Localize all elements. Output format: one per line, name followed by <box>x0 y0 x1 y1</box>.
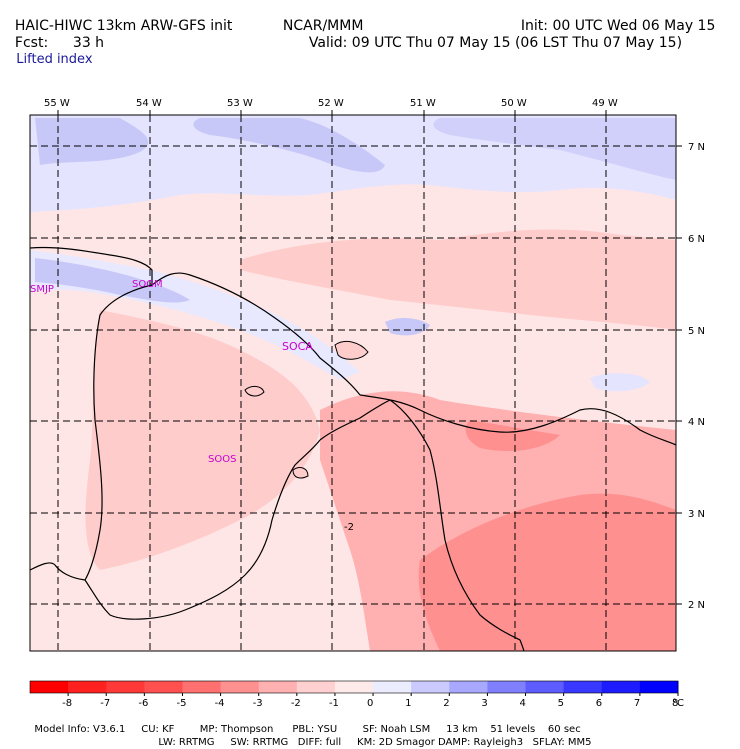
longitude-label: 52 W <box>318 98 344 109</box>
longitude-label: 55 W <box>44 98 70 109</box>
island-1 <box>334 341 369 360</box>
station-label: SOOS <box>208 454 236 465</box>
colorbar-tick-label: -3 <box>253 698 263 709</box>
station-label: SOGM <box>132 279 163 290</box>
forecast-hours: 33 h <box>72 35 105 51</box>
coastline-east <box>359 394 676 446</box>
init-time: Init: 00 UTC Wed 06 May 15 <box>520 18 716 34</box>
colorbar-swatch <box>296 681 336 693</box>
colorbar-swatch <box>144 681 183 693</box>
colorbar-swatch <box>487 681 527 693</box>
shade-pink-ocean <box>240 229 676 330</box>
colorbar-tick-label: 5 <box>558 698 564 709</box>
model-title: HAIC-HIWC 13km ARW-GFS init <box>14 18 233 34</box>
colorbar-swatch <box>639 681 679 693</box>
colorbar-swatch <box>411 681 450 693</box>
colorbar-tick-label: 2 <box>443 698 449 709</box>
shade-pink-land <box>85 310 320 570</box>
colorbar: -8 -7 -6 -5 -4 -3 -2 -1 0 1 2 3 4 5 6 7 8°C <box>29 680 684 709</box>
colorbar-swatch <box>601 681 641 693</box>
island-3 <box>292 467 309 479</box>
field-name: Lifted index <box>16 52 93 67</box>
valid-time: Valid: 09 UTC Thu 07 May 15 (06 LST Thu … <box>308 35 683 51</box>
colorbar-swatch <box>68 681 107 693</box>
graticule <box>30 110 682 651</box>
shade-red-core-2 <box>465 420 560 452</box>
colorbar-tick-label: -2 <box>291 698 301 709</box>
colorbar-frame <box>29 680 679 694</box>
colorbar-tick-label: -8 <box>62 698 72 709</box>
latitude-label: 6 N <box>688 234 705 245</box>
latitude-label: 7 N <box>688 142 705 153</box>
colorbar-tick-label: 8 <box>672 698 678 709</box>
island-2 <box>244 385 265 397</box>
model-info-line-2: LW: RRTMG SW: RRTMG DIFF: full KM: 2D Sm… <box>158 737 592 748</box>
coastline <box>30 246 361 396</box>
latitude-label: 3 N <box>688 509 705 520</box>
colorbar-tick-label: -7 <box>100 698 110 709</box>
longitude-label: 49 W <box>592 98 618 109</box>
latitude-label: 5 N <box>688 326 705 337</box>
shade-blue-north-strong <box>35 118 149 165</box>
shade-blue-mid <box>385 318 430 336</box>
shade-blue-north-strong-3 <box>433 118 676 180</box>
model-info-line-1: Model Info: V3.6.1 CU: KF MP: Thompson P… <box>34 724 581 735</box>
longitude-label: 54 W <box>136 98 162 109</box>
colorbar-swatch <box>525 681 565 693</box>
station-label: SMJP <box>30 284 54 295</box>
latitude-label: 2 N <box>688 600 705 611</box>
border-east <box>319 399 525 651</box>
colorbar-tick-label: 1 <box>405 698 411 709</box>
colorbar-tick-label: 6 <box>596 698 602 709</box>
colorbar-unit: °C <box>672 698 684 709</box>
latitude-label: 4 N <box>688 417 705 428</box>
colorbar-tick-label: 0 <box>367 698 373 709</box>
colorbar-swatch <box>30 681 69 693</box>
colorbar-swatch <box>563 681 603 693</box>
institute-label: NCAR/MMM <box>282 18 364 34</box>
colorbar-tick-label: 4 <box>520 698 526 709</box>
shade-red-core <box>418 493 676 651</box>
colorbar-swatch <box>106 681 145 693</box>
colorbar-tick-label: -5 <box>176 698 186 709</box>
map-frame <box>29 114 677 652</box>
shade-blue-coast-strong <box>35 258 190 303</box>
station-label: SOCA <box>282 340 313 353</box>
colorbar-swatch <box>373 681 412 693</box>
colorbar-tick-label: -6 <box>138 698 148 709</box>
colorbar-swatch <box>258 681 298 693</box>
contour-label: -2 <box>344 522 354 533</box>
longitude-label: 51 W <box>410 98 436 109</box>
colorbar-swatch <box>334 681 374 693</box>
shade-blue-east <box>590 373 650 392</box>
forecast-label: Fcst: <box>14 35 49 51</box>
colorbar-swatch <box>220 681 260 693</box>
colorbar-swatch <box>449 681 488 693</box>
colorbar-tick-label: -4 <box>215 698 225 709</box>
longitude-label: 50 W <box>501 98 527 109</box>
colorbar-swatch <box>182 681 222 693</box>
longitude-label: 53 W <box>227 98 253 109</box>
colorbar-tick-label: -1 <box>329 698 339 709</box>
colorbar-tick-label: 3 <box>481 698 487 709</box>
border-sw <box>30 562 86 581</box>
colorbar-tick-label: 7 <box>634 698 640 709</box>
